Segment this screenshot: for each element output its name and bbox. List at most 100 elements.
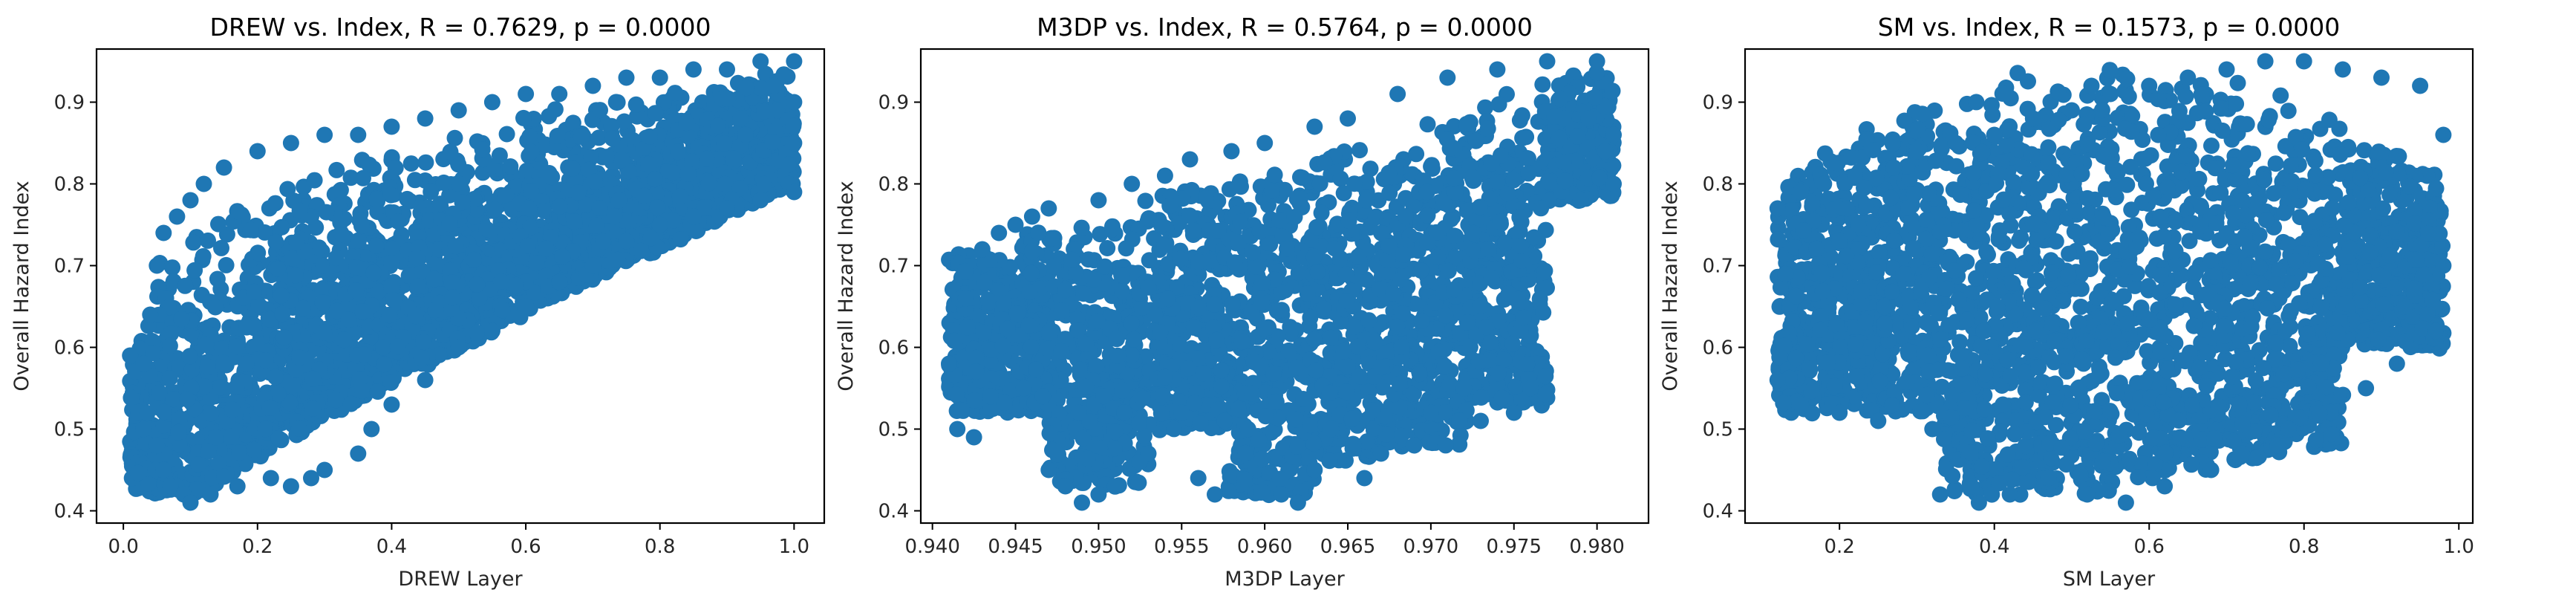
- scatter-point: [1104, 221, 1121, 238]
- scatter-point: [1137, 192, 1154, 210]
- scatter-point: [231, 444, 248, 461]
- scatter-point: [651, 216, 668, 233]
- scatter-point: [606, 208, 623, 225]
- scatter-point: [764, 134, 781, 150]
- scatter-point: [752, 192, 769, 209]
- scatter-point: [469, 324, 485, 341]
- scatter-point: [1057, 331, 1074, 348]
- scatter-point: [407, 308, 424, 325]
- scatter-point: [1290, 265, 1307, 282]
- scatter-point: [603, 117, 620, 134]
- scatter-point: [1096, 258, 1113, 275]
- scatter-point: [1419, 116, 1436, 133]
- scatter-point: [169, 208, 186, 225]
- scatter-point: [1230, 400, 1247, 418]
- scatter-point: [647, 171, 663, 188]
- chart-panel-2: 0.940 0.945 0.950 0.955 0.960 0.965 0.970 0.975…: [835, 13, 1650, 591]
- scatter-point: [267, 369, 284, 386]
- scatter-point: [1021, 284, 1038, 300]
- scatter-point: [282, 478, 299, 495]
- scatter-point: [228, 338, 245, 355]
- scatter-point: [573, 129, 590, 145]
- scatter-point: [368, 190, 385, 207]
- scatter-point: [161, 370, 178, 386]
- scatter-point: [547, 101, 564, 118]
- scatter-point: [229, 478, 246, 495]
- scatter-point: [356, 346, 372, 363]
- scatter-point: [273, 287, 290, 304]
- scatter-point: [328, 161, 345, 178]
- scatter-point: [1357, 192, 1375, 209]
- scatter-point: [1147, 306, 1164, 323]
- scatter-point: [213, 239, 229, 256]
- x-tick-label: 0.0: [108, 536, 138, 558]
- scatter-point: [181, 348, 198, 365]
- scatter-point: [229, 203, 246, 220]
- scatter-point: [390, 213, 406, 230]
- scatter-point: [1073, 219, 1090, 236]
- scatter-point: [267, 233, 284, 250]
- scatter-point: [635, 141, 652, 158]
- scatter-point: [443, 274, 460, 291]
- x-axis-label: DREW Layer: [398, 568, 523, 591]
- scatter-point: [498, 186, 515, 204]
- scatter-point: [519, 237, 536, 254]
- scatter-point: [383, 118, 400, 135]
- scatter-point: [717, 175, 734, 192]
- scatter-point: [1118, 240, 1135, 257]
- scatter-point: [1335, 185, 1352, 201]
- scatter-point: [523, 143, 540, 160]
- scatter-point: [155, 461, 172, 478]
- scatter-point: [538, 240, 555, 257]
- scatter-point: [383, 278, 400, 295]
- scatter-point: [399, 190, 416, 207]
- scatter-point: [353, 218, 370, 235]
- scatter-point: [786, 184, 803, 201]
- scatter-point: [607, 94, 625, 111]
- scatter-point: [350, 232, 368, 249]
- scatter-point: [215, 354, 232, 371]
- scatter-point: [665, 164, 682, 181]
- scatter-point: [406, 172, 423, 189]
- scatter-point: [332, 181, 349, 198]
- scatter-points: [941, 53, 1622, 511]
- scatter-point: [786, 94, 803, 111]
- scatter-point: [1092, 226, 1109, 243]
- scatter-point: [1398, 189, 1414, 207]
- scatter-point: [350, 126, 367, 143]
- scatter-point: [1496, 351, 1513, 369]
- scatter-point: [591, 200, 608, 216]
- scatter-point: [544, 169, 561, 186]
- scatter-point: [1408, 146, 1425, 163]
- scatter-point: [975, 325, 992, 342]
- scatter-point: [616, 113, 633, 130]
- scatter-point: [785, 117, 802, 134]
- scatter-point: [171, 412, 188, 429]
- scatter-point: [450, 156, 467, 173]
- scatter-point: [535, 203, 552, 219]
- scatter-point: [665, 212, 682, 229]
- scatter-point: [584, 257, 601, 274]
- scatter-point: [1379, 264, 1396, 281]
- scatter-point: [442, 143, 459, 160]
- scatter-point: [1099, 240, 1116, 256]
- scatter-point: [381, 307, 398, 324]
- scatter-point: [163, 325, 179, 343]
- scatter-point: [466, 251, 483, 268]
- scatter-point: [348, 282, 365, 299]
- scatter-point: [521, 200, 538, 217]
- scatter-point: [618, 233, 635, 250]
- scatter-point: [1253, 450, 1271, 467]
- scatter-point: [1308, 218, 1326, 236]
- scatter-point: [1534, 76, 1551, 93]
- scatter-point: [696, 199, 713, 216]
- scatter-point: [409, 278, 426, 295]
- scatter-point: [1070, 404, 1087, 421]
- x-tick-label: 0.6: [510, 536, 541, 558]
- scatter-point: [1123, 315, 1140, 332]
- scatter-point: [238, 319, 255, 336]
- scatter-point: [1482, 334, 1499, 351]
- scatter-point: [1349, 338, 1366, 355]
- scatter-point: [1253, 294, 1271, 311]
- scatter-point: [256, 224, 273, 241]
